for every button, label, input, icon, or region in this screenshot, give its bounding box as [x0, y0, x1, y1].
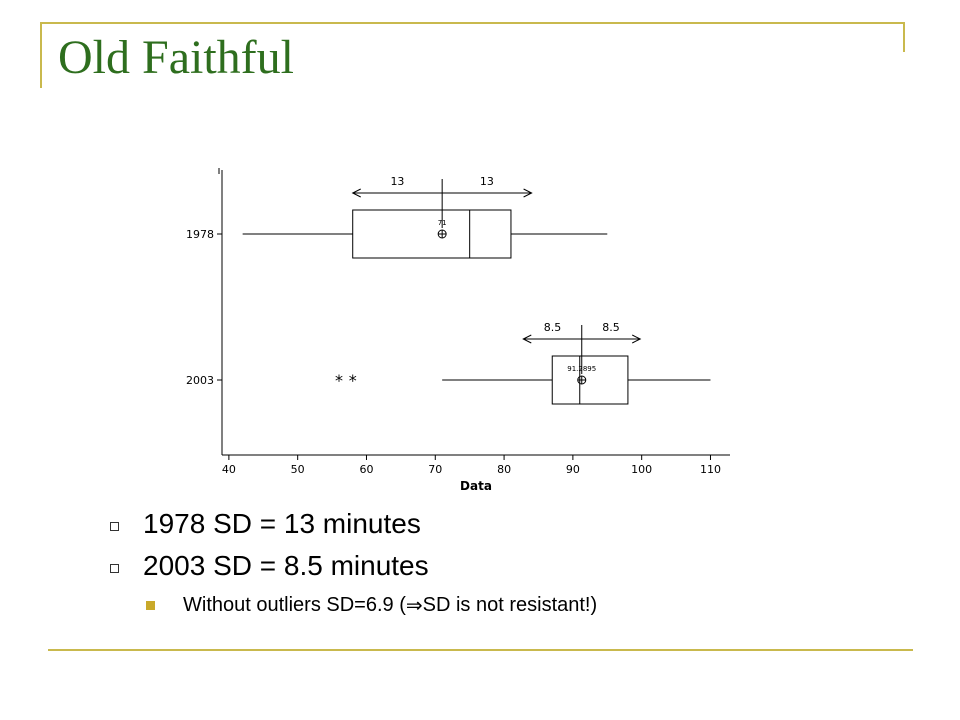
- sub-bullet-text-after: SD is not resistant!): [422, 593, 598, 616]
- sub-bullet-outliers: Without outliers SD=6.9 (⇒ SD is not resi…: [146, 587, 597, 623]
- bullet-text: 2003 SD = 8.5 minutes: [143, 550, 429, 581]
- outlier-point: *: [335, 371, 343, 390]
- hollow-square-bullet-icon: [110, 521, 119, 531]
- slide-title: Old Faithful: [58, 31, 294, 84]
- sd-label-left: 8.5: [544, 321, 562, 334]
- frame-left-rule: [40, 22, 42, 88]
- x-tick-label: 60: [359, 463, 373, 476]
- x-tick-label: 70: [428, 463, 442, 476]
- bullet-1978-sd: 1978 SD = 13 minutes: [110, 503, 597, 545]
- sd-arrowhead-right: [523, 188, 533, 198]
- frame-top-rule: [40, 22, 905, 24]
- y-category-label: 2003: [186, 374, 214, 387]
- x-tick-label: 80: [497, 463, 511, 476]
- frame-right-rule: [903, 22, 905, 52]
- frame-bottom-rule: [48, 649, 913, 651]
- x-axis-label: Data: [460, 479, 492, 493]
- x-tick-label: 110: [700, 463, 721, 476]
- sd-arrowhead-left: [351, 188, 361, 198]
- sub-bullet-text-before: Without outliers SD=6.9 (: [183, 593, 406, 616]
- iqr-box: [551, 355, 629, 405]
- sd-label-right: 13: [480, 175, 494, 188]
- bullet-list: 1978 SD = 13 minutes 2003 SD = 8.5 minut…: [110, 503, 597, 623]
- y-category-label: 1978: [186, 228, 214, 241]
- x-tick-label: 100: [631, 463, 652, 476]
- sd-label-right: 8.5: [602, 321, 620, 334]
- sd-arrowhead-right: [632, 334, 642, 344]
- bullet-text: 1978 SD = 13 minutes: [143, 508, 421, 539]
- x-tick-label: 40: [222, 463, 236, 476]
- sd-arrowhead-left: [522, 334, 532, 344]
- iqr-box: [352, 209, 512, 259]
- x-tick-label: 90: [566, 463, 580, 476]
- implies-arrow-icon: ⇒: [405, 593, 423, 617]
- filled-square-bullet-icon: [146, 600, 155, 610]
- outlier-point: *: [349, 371, 357, 390]
- hollow-square-bullet-icon: [110, 563, 119, 573]
- sd-label-left: 13: [390, 175, 404, 188]
- x-tick-label: 50: [291, 463, 305, 476]
- bullet-2003-sd: 2003 SD = 8.5 minutes: [110, 545, 597, 587]
